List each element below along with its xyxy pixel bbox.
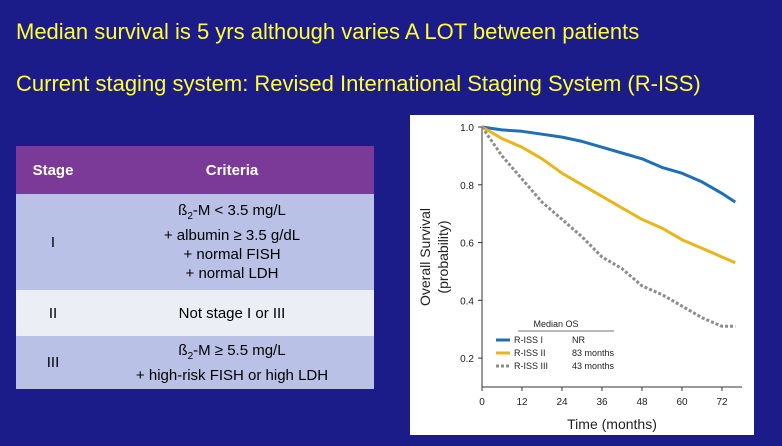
x-tick-label: 36	[596, 397, 608, 408]
x-tick-label: 0	[479, 397, 485, 408]
criteria-cell: ß2-M ≥ 5.5 mg/L + high-risk FISH or high…	[90, 336, 374, 389]
legend-label: R-ISS II	[514, 348, 546, 358]
y-tick-label: 0.8	[460, 181, 474, 192]
stage-cell: I	[16, 194, 90, 290]
survival-chart-panel: 0.2 0.4 0.6 0.8 1.0 0 12 24 36 48 60 72 Time (months…	[410, 115, 754, 435]
legend-title: Median OS	[533, 319, 578, 329]
criteria-line: Not stage I or III	[178, 304, 286, 322]
series-line-r-iss-iii	[480, 126, 736, 328]
criteria-line: + albumin ≥ 3.5 g/dL	[163, 227, 301, 244]
staging-table: Stage Criteria I ß2-M < 3.5 mg/L + album…	[16, 146, 374, 389]
series-line-r-iss-i	[481, 125, 737, 204]
table-row: III ß2-M ≥ 5.5 mg/L + high-risk FISH or …	[16, 336, 374, 389]
headline-staging-system: Current staging system: Revised Internat…	[16, 71, 701, 96]
y-axis-label: Overall Survival	[417, 208, 433, 306]
table-header-row: Stage Criteria	[16, 146, 374, 194]
headline-median-survival: Median survival is 5 yrs although varies…	[16, 19, 640, 44]
header-criteria: Criteria	[90, 146, 374, 194]
criteria-line: + normal FISH	[183, 246, 281, 263]
header-stage: Stage	[16, 146, 90, 194]
criteria-cell: Not stage I or III	[90, 290, 374, 336]
x-tick-label: 12	[516, 397, 528, 408]
legend-label: R-ISS I	[514, 335, 543, 345]
criteria-cell: ß2-M < 3.5 mg/L + albumin ≥ 3.5 g/dL + n…	[90, 194, 374, 290]
criteria-line: + normal LDH	[185, 265, 279, 282]
criteria-line: + high-risk FISH or high LDH	[135, 366, 329, 384]
y-axis-label-unit: (probability)	[435, 220, 451, 293]
series-line-r-iss-ii	[481, 125, 736, 265]
legend-median: NR	[572, 335, 585, 345]
y-tick-label: 0.2	[460, 354, 474, 365]
legend-median: 43 months	[572, 361, 615, 371]
y-tick-label: 1.0	[460, 123, 474, 134]
x-tick-label: 72	[716, 397, 728, 408]
criteria-line: ß2-M < 3.5 mg/L	[178, 202, 286, 222]
y-tick-label: 0.4	[460, 296, 474, 307]
x-tick-label: 48	[636, 397, 648, 408]
legend-label: R-ISS III	[514, 361, 548, 371]
x-axis-label: Time (months)	[567, 416, 657, 432]
stage-cell: II	[16, 290, 90, 336]
survival-chart: 0.2 0.4 0.6 0.8 1.0 0 12 24 36 48 60 72 Time (months…	[417, 123, 742, 432]
criteria-line: ß2-M ≥ 5.5 mg/L	[178, 341, 286, 362]
stage-cell: III	[16, 336, 90, 389]
table-row: II Not stage I or III	[16, 290, 374, 336]
table-row: I ß2-M < 3.5 mg/L + albumin ≥ 3.5 g/dL +…	[16, 194, 374, 290]
x-tick-label: 24	[556, 397, 568, 408]
y-tick-label: 0.6	[460, 239, 474, 250]
x-tick-label: 60	[676, 397, 688, 408]
legend-median: 83 months	[572, 348, 615, 358]
